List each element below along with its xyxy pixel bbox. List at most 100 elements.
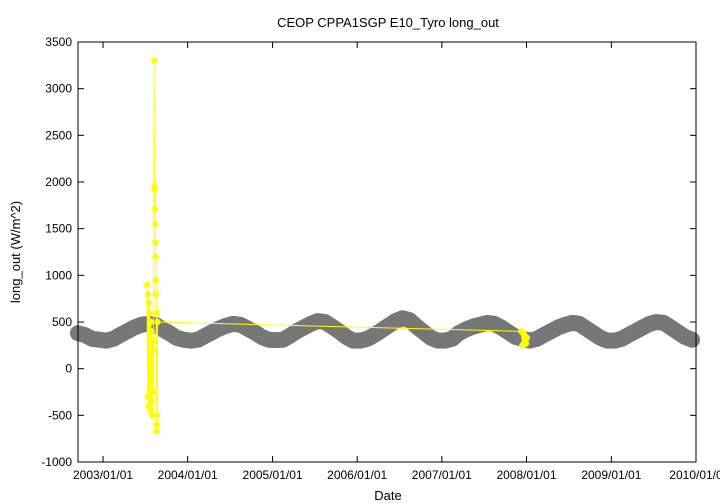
data-point (426, 333, 436, 343)
data-point (249, 327, 259, 337)
data-point (94, 335, 104, 345)
data-point (115, 330, 125, 340)
data-point (522, 340, 530, 347)
x-axis: 2003/01/01 2004/01/01 2005/01/01 2006/01/01… (73, 42, 720, 482)
data-point (397, 313, 407, 323)
data-point (652, 317, 662, 327)
data-point (341, 332, 351, 342)
data-point (553, 323, 563, 333)
y-axis-label: long_out (W/m^2) (8, 201, 23, 303)
data-point (165, 328, 175, 338)
y-tick-label: 1000 (45, 268, 72, 282)
data-point (151, 205, 159, 213)
y-tick-label: 0 (65, 362, 72, 376)
data-point (610, 336, 620, 346)
data-point (144, 393, 151, 400)
data-point (546, 326, 556, 336)
data-point (147, 318, 155, 326)
data-point (122, 326, 132, 336)
data-point (419, 327, 429, 337)
data-point (145, 300, 153, 307)
data-point (151, 186, 158, 193)
data-point (136, 320, 146, 330)
data-point (152, 290, 160, 298)
data-point (602, 336, 612, 346)
data-point (152, 253, 159, 260)
plot-frame (77, 41, 697, 463)
data-point (560, 320, 570, 330)
data-point (673, 327, 683, 337)
chart-title: CEOP CPPA1SGP E10_Tyro long_out (277, 15, 499, 30)
x-tick-label: 2003/01/01 (73, 468, 133, 482)
data-point (193, 335, 203, 345)
y-tick-label: -500 (48, 408, 72, 422)
data-point (440, 336, 450, 346)
data-point (207, 327, 217, 337)
data-point (148, 328, 155, 335)
data-point (567, 318, 577, 328)
data-point (574, 319, 584, 329)
data-point (150, 57, 158, 64)
data-point (630, 326, 640, 336)
y-tick-label: 3500 (45, 35, 72, 49)
data-point (320, 317, 330, 327)
data-point (186, 336, 196, 346)
y-tick-label: -1000 (41, 455, 72, 469)
data-point (390, 316, 400, 326)
data-point (637, 323, 647, 333)
data-point (412, 322, 422, 332)
data-point (154, 318, 161, 326)
data-point (482, 318, 492, 328)
data-point (235, 320, 245, 330)
data-point (659, 318, 669, 328)
x-tick-label: 2010/01/0 (669, 468, 720, 482)
data-point (284, 331, 294, 341)
data-point (149, 412, 156, 419)
data-point (588, 328, 598, 338)
y-tick-label: 1500 (45, 222, 72, 236)
data-point (243, 324, 253, 334)
x-tick-label: 2006/01/01 (327, 468, 387, 482)
data-point (87, 334, 97, 344)
data-point (503, 327, 513, 337)
data-point (623, 330, 633, 340)
y-axis: -1000 -500 0 500 1000 1500 2000 2500 3000 3500 (41, 35, 696, 469)
data-point (144, 290, 152, 298)
x-tick-label: 2004/01/01 (158, 468, 218, 482)
x-tick-label: 2009/01/01 (581, 468, 641, 482)
data-point (153, 421, 160, 428)
data-point (313, 316, 323, 326)
x-tick-label: 2005/01/01 (243, 468, 303, 482)
data-point (645, 319, 655, 329)
data-point (214, 324, 224, 334)
data-point (257, 332, 267, 342)
data-point (454, 328, 464, 338)
data-point (101, 336, 111, 346)
data-point (264, 335, 274, 345)
x-axis-label: Date (374, 488, 401, 503)
data-point (153, 412, 161, 419)
data-point (150, 346, 157, 354)
data-point (153, 309, 161, 316)
data-point (148, 398, 155, 405)
data-point (523, 334, 531, 342)
data-point (334, 326, 344, 336)
y-tick-label: 3000 (45, 82, 72, 96)
data-point (475, 320, 485, 330)
data-point (158, 324, 168, 334)
data-point (153, 428, 160, 435)
data-point (532, 334, 542, 344)
data-point (680, 332, 690, 342)
data-point (489, 319, 499, 329)
y-tick-label: 2500 (45, 128, 72, 142)
data-point (511, 332, 521, 342)
data-point (496, 323, 506, 333)
x-tick-label: 2008/01/01 (496, 468, 556, 482)
data-point (687, 335, 697, 345)
data-point (152, 276, 160, 284)
data-point (149, 388, 157, 396)
x-tick-label: 2007/01/01 (412, 468, 472, 482)
data-point (129, 323, 139, 333)
data-point (447, 334, 457, 344)
